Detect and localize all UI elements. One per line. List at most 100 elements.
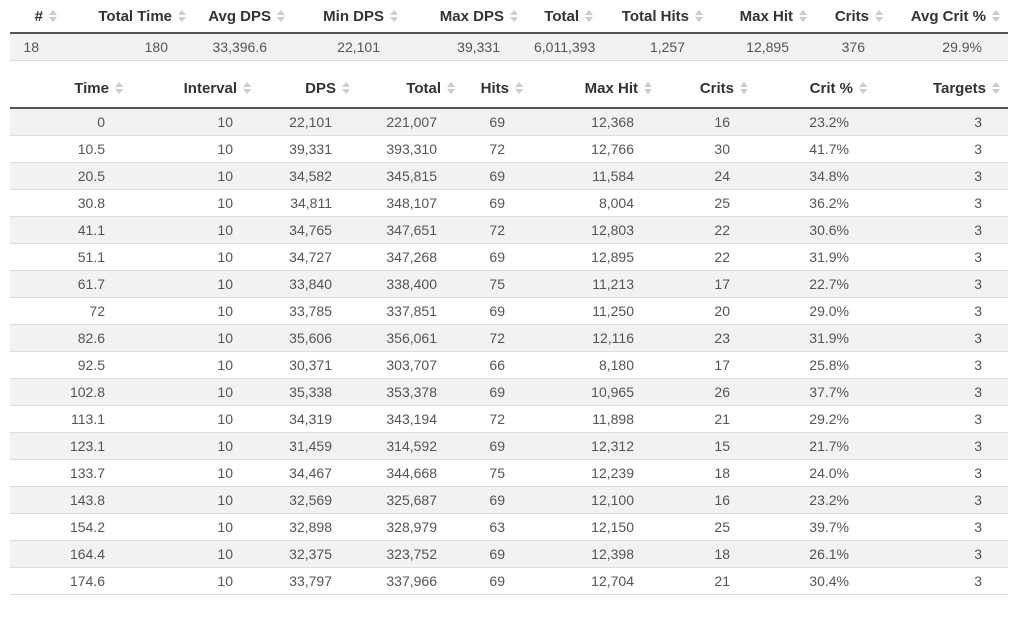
col-header-time[interactable]: Time: [10, 69, 131, 109]
cell-max-hit: 11,213: [531, 270, 660, 298]
cell-total: 356,061: [358, 324, 463, 352]
col-header-dps[interactable]: DPS: [259, 69, 358, 109]
table-row: 61.7 10 33,840 338,400 75 11,213 17 22.7% 3: [10, 270, 1008, 298]
cell-crit: 23.2%: [756, 486, 875, 514]
cell-crit: 30.4%: [756, 567, 875, 595]
col-header-crits[interactable]: Crits: [815, 0, 891, 34]
col-header-min-dps[interactable]: Min DPS: [293, 0, 406, 34]
cell-hits: 66: [463, 351, 531, 379]
cell-crits: 25: [660, 189, 756, 217]
cell-max-hit: 12,100: [531, 486, 660, 514]
cell-targets: 3: [875, 135, 1008, 163]
cell-targets: 3: [875, 432, 1008, 460]
cell-dps: 33,840: [259, 270, 358, 298]
sort-icon: [695, 10, 703, 23]
table-row: 123.1 10 31,459 314,592 69 12,312 15 21.7% 3: [10, 432, 1008, 460]
col-header-total-time[interactable]: Total Time: [65, 0, 194, 34]
cell-dps: 34,582: [259, 162, 358, 190]
cell-max-hit: 12,704: [531, 567, 660, 595]
cell-time: 143.8: [10, 486, 131, 514]
table-row: 51.1 10 34,727 347,268 69 12,895 22 31.9% 3: [10, 243, 1008, 271]
cell-time: 113.1: [10, 405, 131, 433]
col-header-targets[interactable]: Targets: [875, 69, 1008, 109]
col-header-total[interactable]: Total: [358, 69, 463, 109]
col-header-label: Min DPS: [323, 8, 384, 25]
col-header-label: DPS: [305, 80, 336, 97]
cell-hits: 69: [463, 378, 531, 406]
sort-icon: [243, 82, 251, 95]
table-row: 41.1 10 34,765 347,651 72 12,803 22 30.6% 3: [10, 216, 1008, 244]
cell-hits: 69: [463, 486, 531, 514]
cell-max-hit: 11,584: [531, 162, 660, 190]
cell-max-hit: 11,898: [531, 405, 660, 433]
col-header-avg-dps[interactable]: Avg DPS: [194, 0, 293, 34]
cell-total: 314,592: [358, 432, 463, 460]
col-header-label: Max Hit: [739, 8, 793, 25]
col-header-avg-crit[interactable]: Avg Crit %: [891, 0, 1008, 34]
cell-total: 221,007: [358, 108, 463, 136]
col-header-label: Total: [544, 8, 579, 25]
table-row: 0 10 22,101 221,007 69 12,368 16 23.2% 3: [10, 108, 1008, 136]
cell-time: 72: [10, 297, 131, 325]
cell-crit: 24.0%: [756, 459, 875, 487]
col-header-max-dps[interactable]: Max DPS: [406, 0, 526, 34]
table-row: 82.6 10 35,606 356,061 72 12,116 23 31.9% 3: [10, 324, 1008, 352]
cell-targets: 3: [875, 567, 1008, 595]
cell-total: 347,268: [358, 243, 463, 271]
col-header-num[interactable]: #: [10, 0, 65, 34]
cell-total: 328,979: [358, 513, 463, 541]
sort-icon: [49, 10, 57, 23]
cell-interval: 10: [131, 405, 259, 433]
cell-avg-dps: 33,396.6: [194, 33, 293, 61]
cell-dps: 30,371: [259, 351, 358, 379]
col-header-label: Interval: [183, 80, 237, 97]
cell-crits: 17: [660, 351, 756, 379]
cell-dps: 34,467: [259, 459, 358, 487]
cell-crits: 18: [660, 540, 756, 568]
table-row: 72 10 33,785 337,851 69 11,250 20 29.0% 3: [10, 297, 1008, 325]
cell-crit: 22.7%: [756, 270, 875, 298]
col-header-interval[interactable]: Interval: [131, 69, 259, 109]
cell-targets: 3: [875, 378, 1008, 406]
cell-max-hit: 12,895: [711, 33, 815, 61]
col-header-total-hits[interactable]: Total Hits: [601, 0, 711, 34]
table-row: 133.7 10 34,467 344,668 75 12,239 18 24.0% 3: [10, 459, 1008, 487]
cell-crit: 29.0%: [756, 297, 875, 325]
cell-total: 337,851: [358, 297, 463, 325]
table-row: 113.1 10 34,319 343,194 72 11,898 21 29.2% 3: [10, 405, 1008, 433]
cell-total: 353,378: [358, 378, 463, 406]
col-header-crit[interactable]: Crit %: [756, 69, 875, 109]
table-row: 20.5 10 34,582 345,815 69 11,584 24 34.8% 3: [10, 162, 1008, 190]
cell-time: 102.8: [10, 378, 131, 406]
cell-max-hit: 12,895: [531, 243, 660, 271]
cell-time: 30.8: [10, 189, 131, 217]
cell-time: 61.7: [10, 270, 131, 298]
col-header-label: Avg Crit %: [910, 8, 986, 25]
col-header-max-hit[interactable]: Max Hit: [711, 0, 815, 34]
cell-total: 343,194: [358, 405, 463, 433]
sort-icon: [992, 10, 1000, 23]
cell-hits: 69: [463, 567, 531, 595]
cell-time: 174.6: [10, 567, 131, 595]
cell-max-hit: 8,004: [531, 189, 660, 217]
table-row: 30.8 10 34,811 348,107 69 8,004 25 36.2% 3: [10, 189, 1008, 217]
cell-max-hit: 11,250: [531, 297, 660, 325]
cell-crit: 41.7%: [756, 135, 875, 163]
cell-dps: 34,811: [259, 189, 358, 217]
cell-dps: 39,331: [259, 135, 358, 163]
col-header-crits[interactable]: Crits: [660, 69, 756, 109]
cell-crit: 23.2%: [756, 108, 875, 136]
col-header-total[interactable]: Total: [526, 0, 601, 34]
interval-table: Time Interval DPS Total Hits Max Hit Crits Crit…: [10, 69, 1008, 595]
col-header-max-hit[interactable]: Max Hit: [531, 69, 660, 109]
col-header-label: #: [34, 8, 43, 25]
cell-targets: 3: [875, 486, 1008, 514]
col-header-label: Total Hits: [621, 8, 689, 25]
cell-avg-crit: 29.9%: [891, 33, 1008, 61]
sort-icon: [875, 10, 883, 23]
col-header-label: Hits: [480, 80, 509, 97]
col-header-hits[interactable]: Hits: [463, 69, 531, 109]
table-row: 102.8 10 35,338 353,378 69 10,965 26 37.7% 3: [10, 378, 1008, 406]
sort-icon: [992, 82, 1000, 95]
cell-interval: 10: [131, 108, 259, 136]
